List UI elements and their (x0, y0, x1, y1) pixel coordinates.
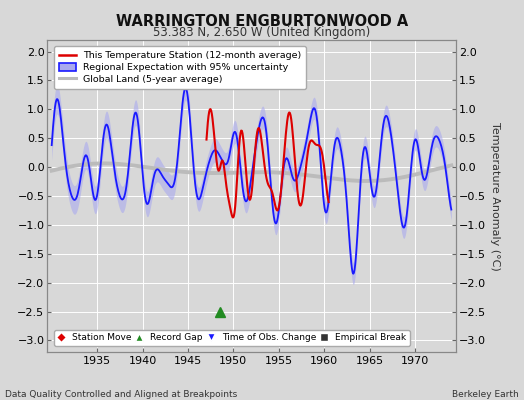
Text: WARRINGTON ENGBURTONWOOD A: WARRINGTON ENGBURTONWOOD A (116, 14, 408, 29)
Text: Berkeley Earth: Berkeley Earth (452, 390, 519, 399)
Text: 53.383 N, 2.650 W (United Kingdom): 53.383 N, 2.650 W (United Kingdom) (154, 26, 370, 39)
Y-axis label: Temperature Anomaly (°C): Temperature Anomaly (°C) (489, 122, 500, 270)
Text: Data Quality Controlled and Aligned at Breakpoints: Data Quality Controlled and Aligned at B… (5, 390, 237, 399)
Legend: Station Move, Record Gap, Time of Obs. Change, Empirical Break: Station Move, Record Gap, Time of Obs. C… (54, 330, 410, 346)
